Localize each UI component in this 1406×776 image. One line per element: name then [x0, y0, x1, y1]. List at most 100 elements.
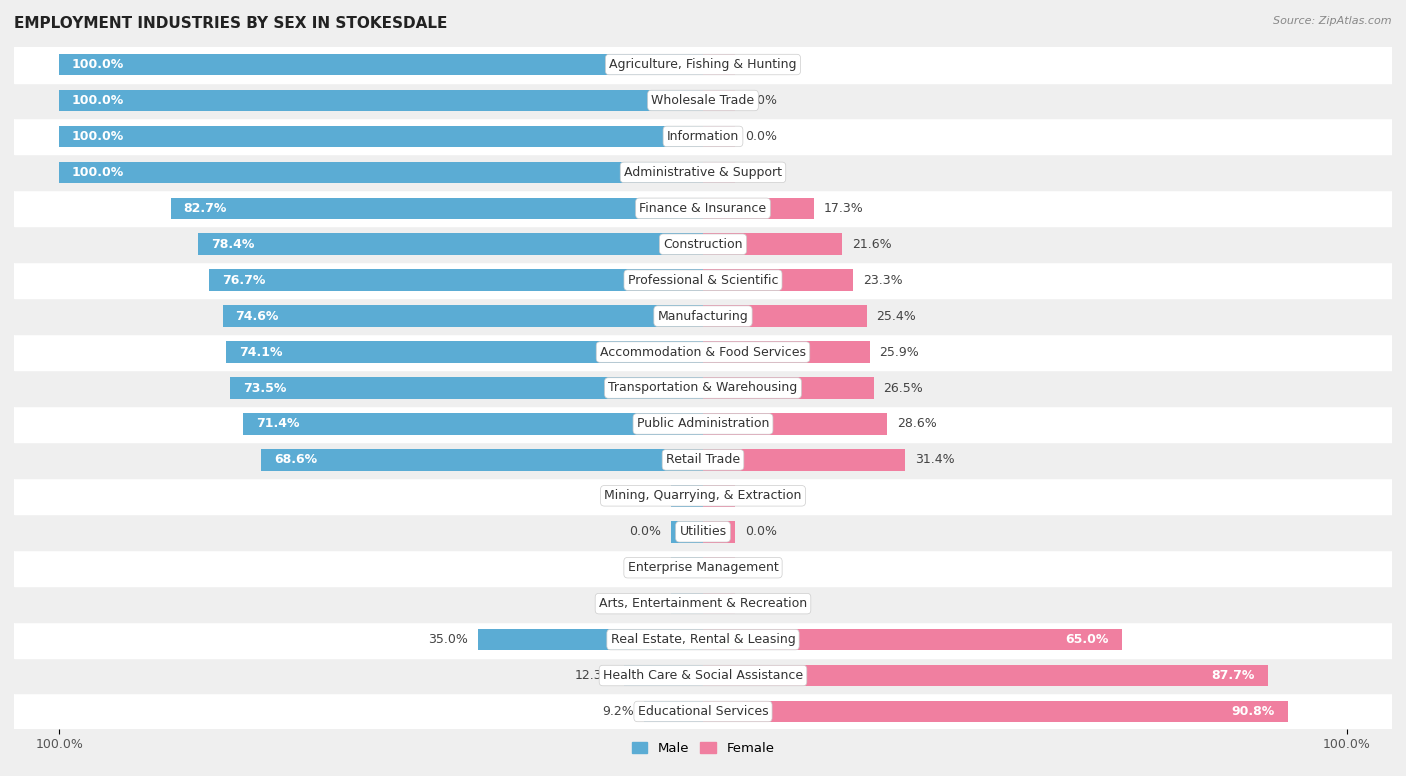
Text: Transportation & Warehousing: Transportation & Warehousing: [609, 382, 797, 394]
Text: 9.2%: 9.2%: [602, 705, 634, 718]
Text: 35.0%: 35.0%: [427, 633, 468, 646]
Text: 0.0%: 0.0%: [628, 598, 661, 610]
Text: 31.4%: 31.4%: [915, 453, 955, 466]
Bar: [703, 449, 905, 471]
Bar: [703, 377, 873, 399]
Text: Retail Trade: Retail Trade: [666, 453, 740, 466]
Text: Enterprise Management: Enterprise Management: [627, 561, 779, 574]
Bar: [14, 190, 1392, 227]
Bar: [209, 269, 703, 291]
Bar: [14, 622, 1392, 657]
Bar: [703, 54, 735, 75]
Bar: [14, 262, 1392, 298]
Text: 74.6%: 74.6%: [236, 310, 278, 323]
Text: 0.0%: 0.0%: [745, 490, 778, 502]
Bar: [198, 234, 703, 255]
Bar: [624, 665, 703, 686]
Text: 100.0%: 100.0%: [72, 58, 124, 71]
Bar: [703, 161, 735, 183]
Bar: [14, 549, 1392, 586]
Text: Wholesale Trade: Wholesale Trade: [651, 94, 755, 107]
Text: Construction: Construction: [664, 237, 742, 251]
Text: Real Estate, Rental & Leasing: Real Estate, Rental & Leasing: [610, 633, 796, 646]
Bar: [14, 586, 1392, 622]
Text: 26.5%: 26.5%: [883, 382, 922, 394]
Text: 0.0%: 0.0%: [745, 598, 778, 610]
Bar: [59, 90, 703, 111]
Text: 74.1%: 74.1%: [239, 345, 283, 359]
Text: 0.0%: 0.0%: [745, 561, 778, 574]
Text: 23.3%: 23.3%: [863, 274, 903, 286]
Bar: [14, 119, 1392, 154]
Bar: [14, 478, 1392, 514]
Text: 68.6%: 68.6%: [274, 453, 318, 466]
Text: Utilities: Utilities: [679, 525, 727, 539]
Bar: [262, 449, 703, 471]
Bar: [14, 370, 1392, 406]
Bar: [703, 126, 735, 147]
Text: 82.7%: 82.7%: [183, 202, 226, 215]
Text: 100.0%: 100.0%: [72, 94, 124, 107]
Bar: [671, 521, 703, 542]
Bar: [703, 485, 735, 507]
Bar: [703, 341, 870, 363]
Bar: [14, 442, 1392, 478]
Bar: [243, 413, 703, 435]
Text: 73.5%: 73.5%: [243, 382, 285, 394]
Bar: [14, 514, 1392, 549]
Bar: [14, 298, 1392, 334]
Text: 21.6%: 21.6%: [852, 237, 891, 251]
Text: 71.4%: 71.4%: [256, 417, 299, 431]
Text: 78.4%: 78.4%: [211, 237, 254, 251]
Bar: [222, 305, 703, 327]
Text: 17.3%: 17.3%: [824, 202, 863, 215]
Text: 100.0%: 100.0%: [72, 166, 124, 178]
Bar: [14, 82, 1392, 119]
Bar: [14, 406, 1392, 442]
Bar: [478, 629, 703, 650]
Text: 25.4%: 25.4%: [876, 310, 915, 323]
Bar: [59, 161, 703, 183]
Bar: [14, 657, 1392, 694]
Text: Agriculture, Fishing & Hunting: Agriculture, Fishing & Hunting: [609, 58, 797, 71]
Text: 87.7%: 87.7%: [1212, 669, 1254, 682]
Text: EMPLOYMENT INDUSTRIES BY SEX IN STOKESDALE: EMPLOYMENT INDUSTRIES BY SEX IN STOKESDA…: [14, 16, 447, 30]
Text: 0.0%: 0.0%: [745, 130, 778, 143]
Text: 0.0%: 0.0%: [745, 58, 778, 71]
Bar: [14, 47, 1392, 82]
Bar: [703, 234, 842, 255]
Bar: [703, 629, 1122, 650]
Bar: [671, 593, 703, 615]
Bar: [14, 154, 1392, 190]
Text: Mining, Quarrying, & Extraction: Mining, Quarrying, & Extraction: [605, 490, 801, 502]
Bar: [703, 198, 814, 219]
Text: 0.0%: 0.0%: [628, 525, 661, 539]
Text: Manufacturing: Manufacturing: [658, 310, 748, 323]
Bar: [671, 485, 703, 507]
Text: Source: ZipAtlas.com: Source: ZipAtlas.com: [1274, 16, 1392, 26]
Text: 90.8%: 90.8%: [1232, 705, 1275, 718]
Bar: [703, 521, 735, 542]
Bar: [703, 593, 735, 615]
Text: 0.0%: 0.0%: [745, 94, 778, 107]
Text: Professional & Scientific: Professional & Scientific: [627, 274, 779, 286]
Text: Accommodation & Food Services: Accommodation & Food Services: [600, 345, 806, 359]
Bar: [703, 269, 853, 291]
Text: 0.0%: 0.0%: [628, 490, 661, 502]
Bar: [170, 198, 703, 219]
Bar: [703, 701, 1288, 722]
Text: Public Administration: Public Administration: [637, 417, 769, 431]
Text: 0.0%: 0.0%: [745, 525, 778, 539]
Text: 100.0%: 100.0%: [72, 130, 124, 143]
Text: 28.6%: 28.6%: [897, 417, 936, 431]
Text: 25.9%: 25.9%: [879, 345, 920, 359]
Text: 76.7%: 76.7%: [222, 274, 266, 286]
Bar: [703, 305, 866, 327]
Text: 65.0%: 65.0%: [1066, 633, 1109, 646]
Text: Arts, Entertainment & Recreation: Arts, Entertainment & Recreation: [599, 598, 807, 610]
Text: Health Care & Social Assistance: Health Care & Social Assistance: [603, 669, 803, 682]
Bar: [703, 665, 1268, 686]
Text: 12.3%: 12.3%: [575, 669, 614, 682]
Bar: [59, 54, 703, 75]
Text: Administrative & Support: Administrative & Support: [624, 166, 782, 178]
